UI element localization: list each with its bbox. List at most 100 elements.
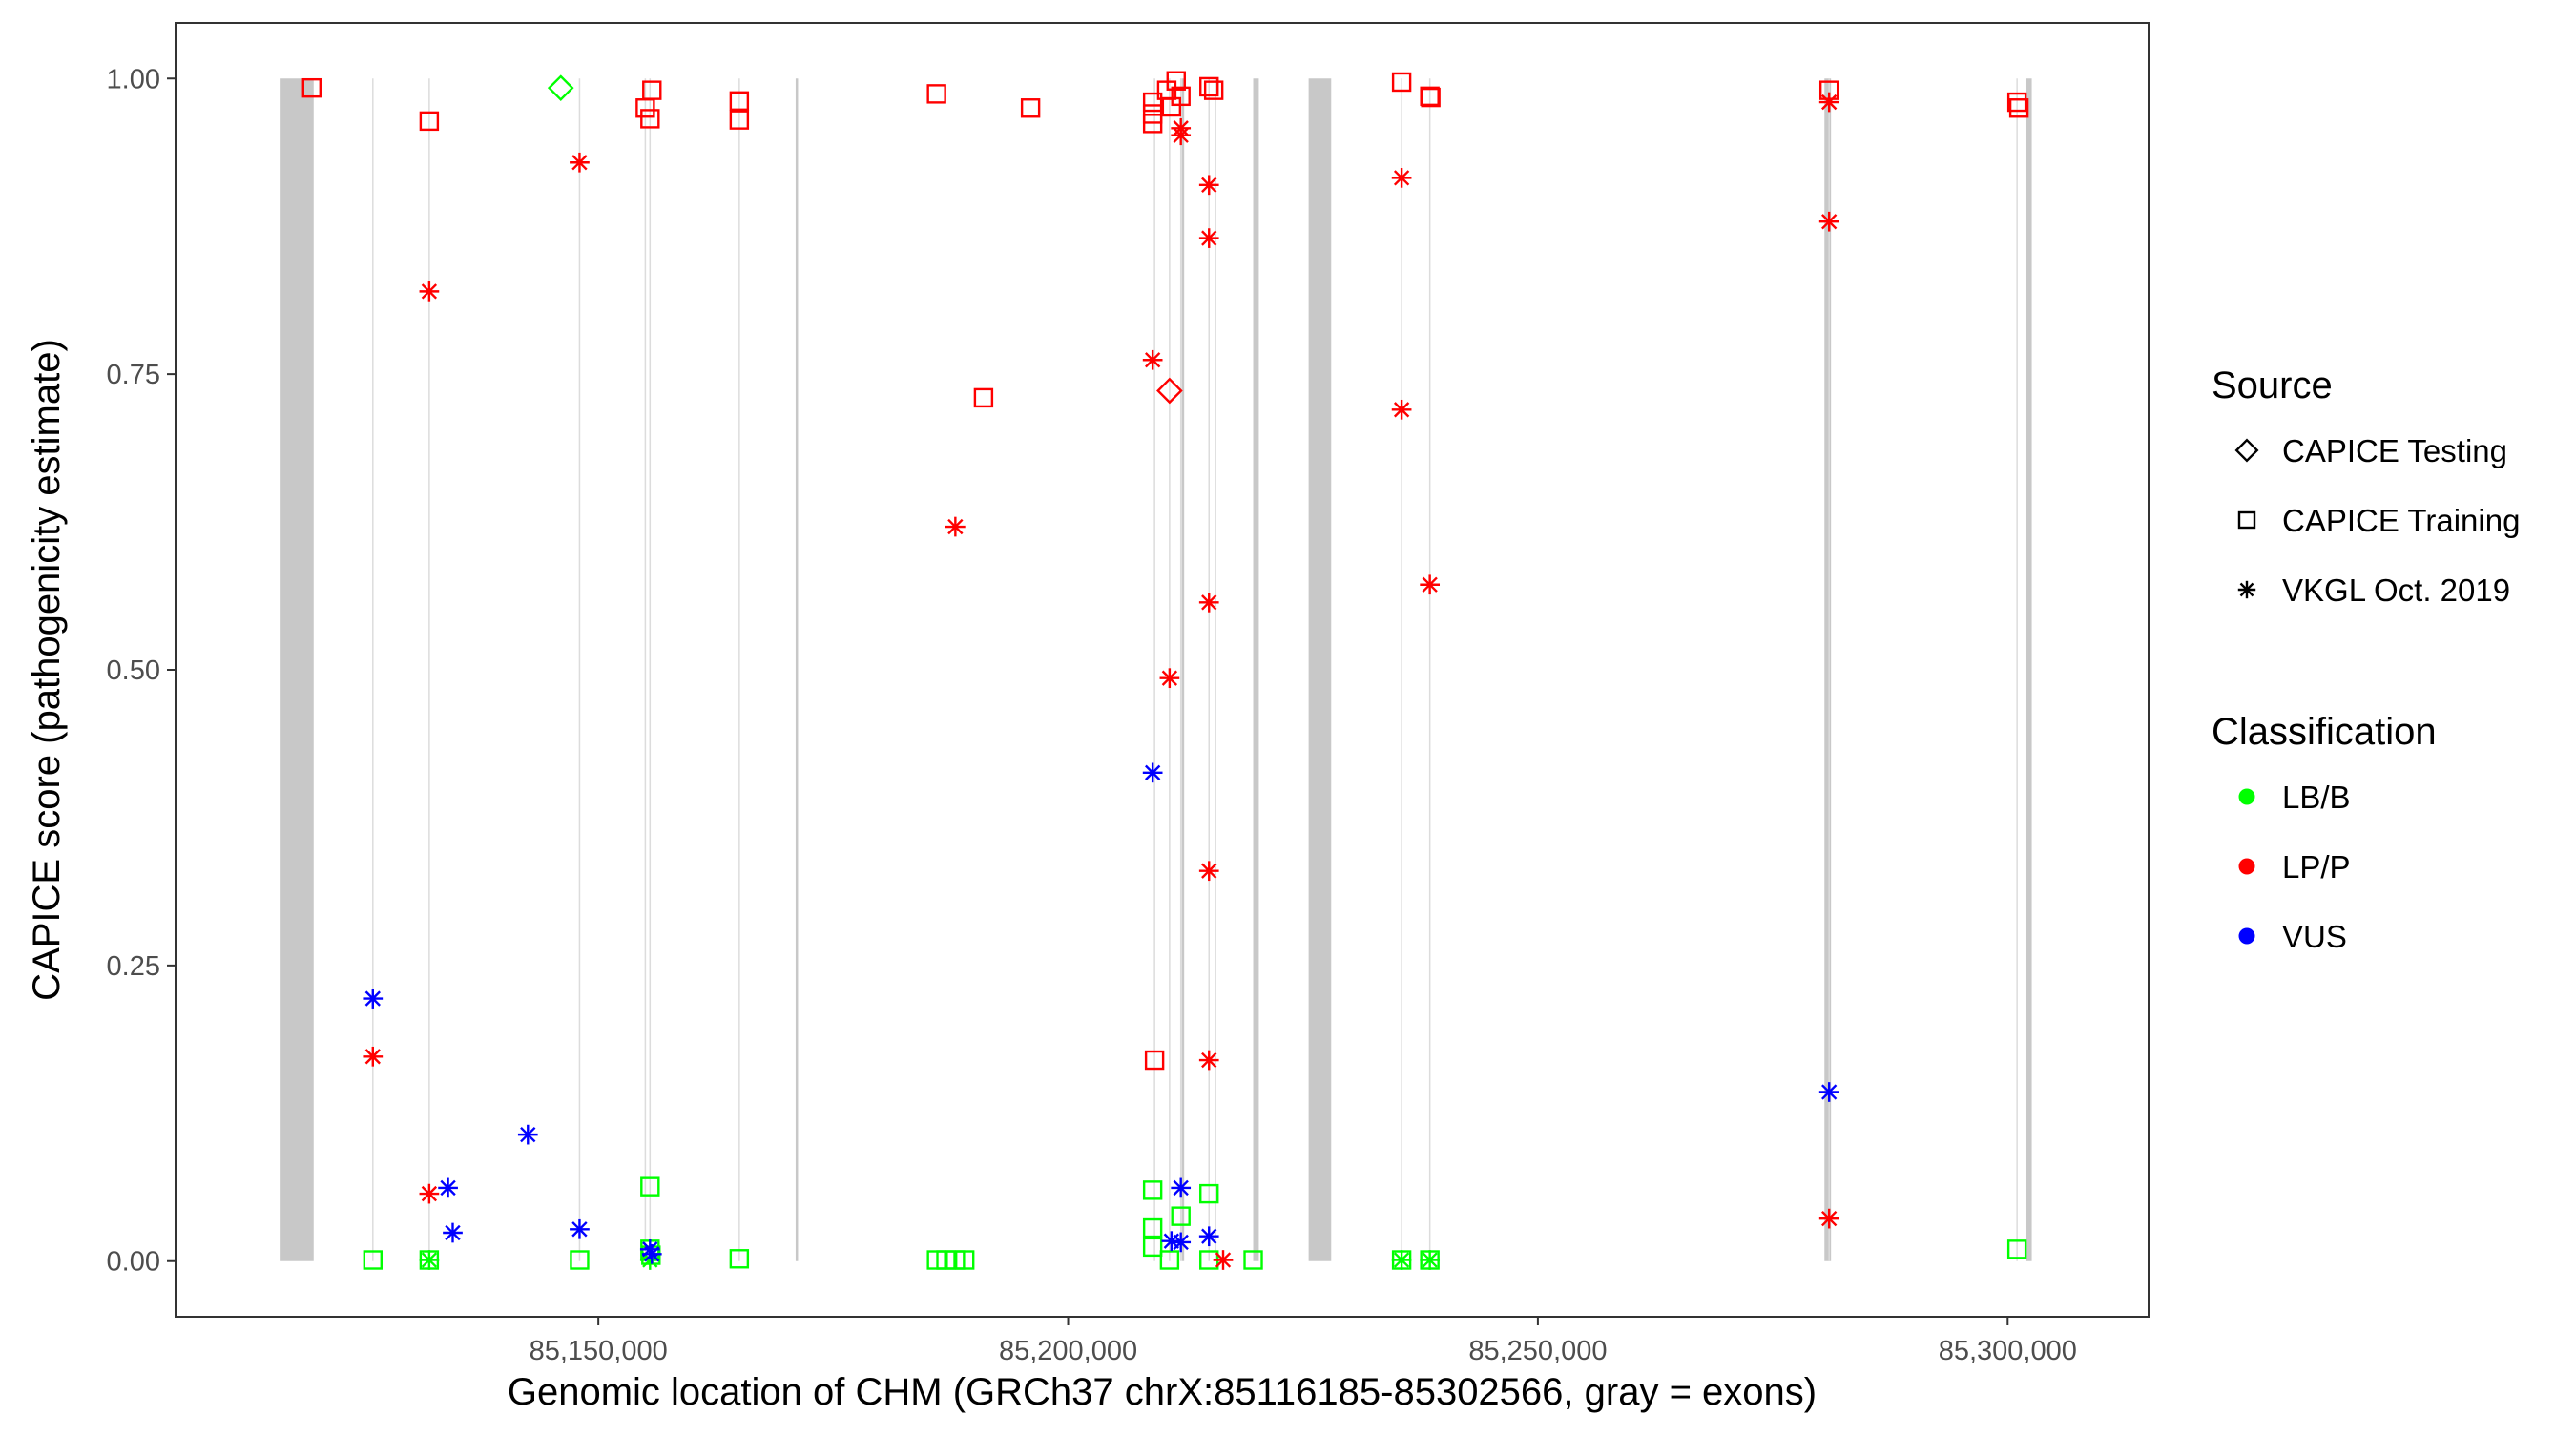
point-square <box>1142 1180 1163 1200</box>
point-square <box>2006 1239 2027 1259</box>
point-square <box>1421 87 1441 108</box>
x-tick-label: 85,150,000 <box>530 1336 668 1366</box>
point-square <box>1243 1250 1263 1270</box>
point-square <box>570 1250 590 1270</box>
x-tick-label: 85,300,000 <box>1939 1336 2077 1366</box>
point-square <box>2008 98 2029 118</box>
point-square <box>1171 86 1191 107</box>
point-square <box>1144 1050 1165 1071</box>
legend-classification-key <box>2238 927 2255 945</box>
point-asterisk <box>363 1046 384 1067</box>
point-square <box>2237 510 2256 530</box>
point-square <box>1020 98 1041 118</box>
point-square <box>2006 92 2027 113</box>
point-asterisk <box>1420 1250 1441 1270</box>
point-square <box>642 80 662 100</box>
y-tick-label: 0.50 <box>107 656 160 686</box>
point-asterisk <box>363 989 384 1009</box>
legend-classification-label: LB/B <box>2282 780 2351 815</box>
point-asterisk <box>1198 1226 1219 1247</box>
point-asterisk <box>1818 92 1839 113</box>
legend-classification-key <box>2238 858 2255 875</box>
point-asterisk <box>438 1177 458 1198</box>
point-square <box>1142 1217 1163 1238</box>
point-square <box>729 91 750 112</box>
point-asterisk <box>2237 580 2256 599</box>
point-asterisk <box>570 152 590 173</box>
point-square <box>1199 76 1219 97</box>
y-tick-label: 1.00 <box>107 64 160 94</box>
y-tick-label: 0.00 <box>107 1247 160 1278</box>
point-asterisk <box>1142 349 1163 370</box>
point-diamond <box>1156 377 1183 405</box>
legend-source: Source CAPICE Testing CAPICE Training VKGL… <box>2212 364 2520 608</box>
point-asterisk <box>419 1250 440 1270</box>
legend-source-title: Source <box>2212 364 2333 406</box>
point-asterisk <box>1818 1082 1839 1102</box>
point-square <box>926 84 946 104</box>
point-asterisk <box>570 1218 590 1239</box>
point-diamond <box>2234 438 2259 463</box>
point-square <box>1142 1237 1163 1258</box>
x-axis-title: Genomic location of CHM (GRCh37 chrX:851… <box>508 1371 1817 1413</box>
point-square <box>1171 1206 1191 1226</box>
point-square <box>1199 1183 1219 1204</box>
point-square <box>1159 1250 1180 1270</box>
point-square <box>729 110 750 130</box>
exon-bar <box>2025 78 2032 1261</box>
point-asterisk <box>1198 228 1219 248</box>
legend-classification-label: LP/P <box>2282 849 2351 884</box>
point-asterisk <box>1198 175 1219 196</box>
legend-classification: Classification LB/B LP/P VUS <box>2212 711 2437 954</box>
point-asterisk <box>1818 1208 1839 1229</box>
point-asterisk <box>443 1222 463 1243</box>
point-asterisk <box>1159 668 1180 689</box>
x-tick-label: 85,250,000 <box>1468 1336 1607 1366</box>
point-square <box>973 387 994 408</box>
point-asterisk <box>1818 211 1839 232</box>
y-tick-label: 0.25 <box>107 951 160 982</box>
point-diamond <box>547 74 574 102</box>
legend-source-label: CAPICE Testing <box>2282 433 2507 468</box>
point-asterisk <box>1171 125 1192 146</box>
point-square <box>1391 72 1412 93</box>
point-asterisk <box>1142 762 1163 783</box>
point-asterisk <box>945 516 966 537</box>
exon-bar <box>1181 78 1185 1261</box>
point-asterisk <box>1391 168 1412 188</box>
point-square <box>419 111 440 132</box>
x-tick-label: 85,200,000 <box>999 1336 1137 1366</box>
x-axis: 85,150,000 85,200,000 85,250,000 85,300,000 <box>530 1317 2077 1366</box>
point-asterisk <box>1391 1250 1412 1270</box>
legend-classification-title: Classification <box>2212 711 2437 753</box>
variant-lines-layer <box>372 78 2018 1261</box>
point-square <box>640 1176 660 1197</box>
point-square <box>301 77 322 98</box>
exon-bar <box>795 78 799 1261</box>
point-square <box>729 1249 750 1269</box>
point-asterisk <box>1198 1050 1219 1071</box>
exons-layer <box>280 78 2032 1261</box>
point-square <box>1203 80 1224 100</box>
exon-bar <box>1824 78 1832 1261</box>
point-square <box>1142 92 1163 113</box>
point-square <box>1166 71 1186 91</box>
point-asterisk <box>517 1124 538 1145</box>
point-asterisk <box>1198 592 1219 613</box>
point-asterisk <box>419 1183 440 1204</box>
exon-bar <box>1308 78 1332 1261</box>
legend-classification-key <box>2238 788 2255 805</box>
point-asterisk <box>641 1243 662 1264</box>
y-axis: 0.00 0.25 0.50 0.75 1.00 <box>107 64 176 1278</box>
point-asterisk <box>1171 1232 1192 1253</box>
plot-panel-border <box>175 22 2150 1318</box>
point-square <box>640 109 660 129</box>
exon-bar <box>280 78 314 1261</box>
exon-bar <box>1253 78 1259 1261</box>
legend-classification-label: VUS <box>2282 919 2347 954</box>
y-tick-label: 0.75 <box>107 360 160 390</box>
point-square <box>363 1250 383 1270</box>
point-asterisk <box>1391 399 1412 420</box>
